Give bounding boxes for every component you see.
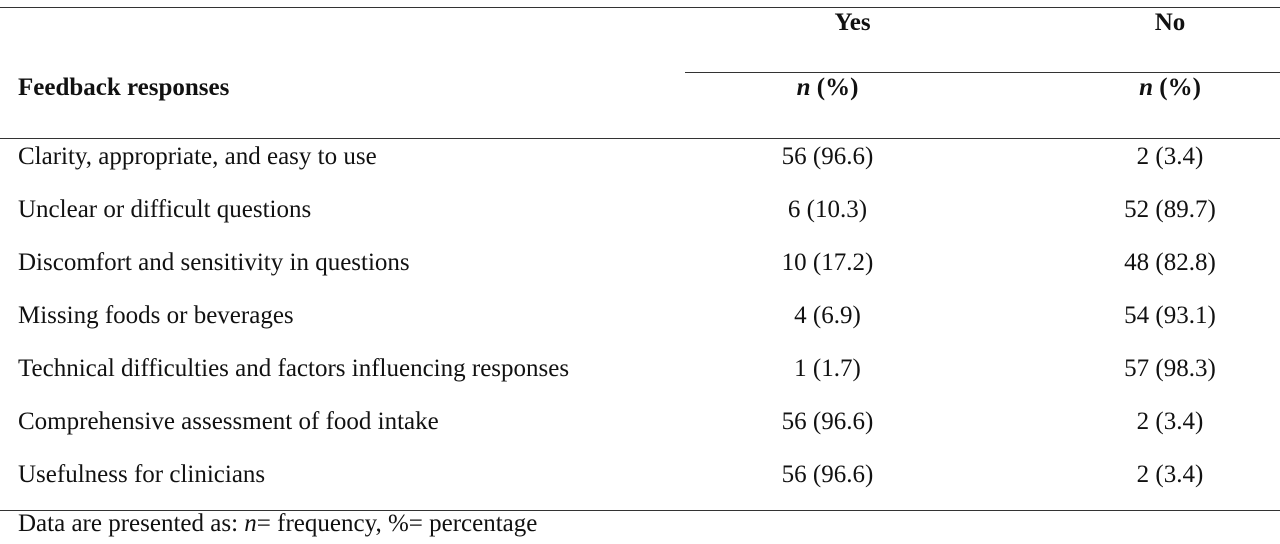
subheader-percent: (%) [810, 74, 859, 101]
column-header-no: No [1154, 9, 1186, 36]
table-row: Comprehensive assessment of food intake … [0, 395, 1280, 448]
row-label: Missing foods or beverages [18, 302, 294, 329]
row-label: Clarity, appropriate, and easy to use [18, 143, 377, 170]
yes-value: 1 (1.7) [794, 355, 861, 382]
yes-value: 10 (17.2) [781, 249, 874, 276]
no-value: 54 (93.1) [1124, 302, 1216, 329]
no-value: 57 (98.3) [1124, 355, 1216, 382]
yes-value: 56 (96.6) [781, 408, 874, 435]
yes-value: 56 (96.6) [781, 461, 874, 488]
subheader-percent: (%) [1153, 74, 1201, 101]
table-row: Unclear or difficult questions 6 (10.3) … [0, 183, 1280, 236]
row-label: Usefulness for clinicians [18, 461, 266, 488]
subheader-no-n-percent: n (%) [1020, 74, 1280, 102]
table-bottom-rule [0, 510, 1280, 511]
no-value: 2 (3.4) [1136, 461, 1204, 488]
row-label: Comprehensive assessment of food intake [18, 408, 439, 435]
no-value: 52 (89.7) [1124, 196, 1216, 223]
footnote-definitions: = frequency, %= percentage [256, 510, 538, 537]
row-header-feedback-responses: Feedback responses [18, 74, 230, 101]
subheader-n-symbol: n [1139, 74, 1153, 101]
subheader-yes-n-percent: n (%) [685, 74, 970, 102]
yes-value: 4 (6.9) [794, 302, 861, 329]
yes-value: 6 (10.3) [787, 196, 868, 223]
table-top-rule [0, 7, 1280, 8]
table-row: Usefulness for clinicians 56 (96.6) 2 (3… [0, 448, 1280, 501]
table-footnote: Data are presented as: n= frequency, %= … [18, 510, 537, 538]
table-row: Technical difficulties and factors influ… [0, 342, 1280, 395]
no-value: 2 (3.4) [1136, 143, 1204, 170]
header-spanner-rule [685, 72, 1280, 73]
no-value: 48 (82.8) [1124, 249, 1216, 276]
table-row: Clarity, appropriate, and easy to use 56… [0, 130, 1280, 183]
subheader-n-symbol: n [796, 74, 811, 101]
row-label: Technical difficulties and factors influ… [18, 355, 570, 382]
row-label: Unclear or difficult questions [18, 196, 312, 223]
no-value: 2 (3.4) [1136, 408, 1204, 435]
column-header-yes: Yes [834, 9, 871, 36]
yes-value: 56 (96.6) [781, 143, 874, 170]
table-row: Missing foods or beverages 4 (6.9) 54 (9… [0, 289, 1280, 342]
table-row: Discomfort and sensitivity in questions … [0, 236, 1280, 289]
row-label: Discomfort and sensitivity in questions [18, 249, 410, 276]
footnote-n-symbol: n [244, 510, 257, 537]
footnote-prefix: Data are presented as: [18, 510, 245, 537]
header-bottom-rule [0, 138, 1280, 139]
